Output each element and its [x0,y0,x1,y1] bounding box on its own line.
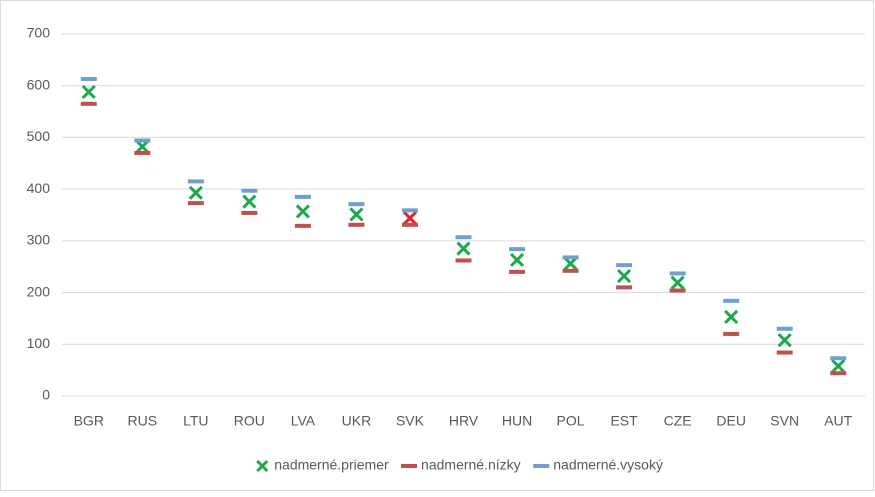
x-tick-label: AUT [824,413,852,429]
marker-dash [134,150,151,155]
marker-x [402,211,418,226]
legend-marker [401,464,418,468]
marker-x [456,241,471,256]
marker-x [509,252,525,268]
x-tick-label: HRV [449,413,479,429]
x-tick-label: LTU [183,413,208,429]
marker-x [349,207,364,222]
marker-dash [669,271,686,276]
marker-x [670,275,685,290]
marker-x [81,84,96,99]
marker-dash [562,268,579,273]
marker-dash [187,201,204,206]
marker-x [135,139,150,154]
x-tick-label: DEU [716,413,746,429]
marker-dash [830,356,847,361]
marker-dash [80,76,97,81]
marker-dash [616,263,633,268]
x-tick-label: SVK [396,413,425,429]
marker-dash [562,255,579,260]
marker-x [563,256,578,271]
marker-x [242,194,257,209]
legend-label: nadmerné.nízky [421,457,521,473]
marker-dash [187,179,204,184]
legend-label: nadmerné.vysoký [553,457,663,473]
y-tick-label: 600 [27,76,51,92]
marker-x [777,333,792,348]
x-tick-label: BGR [74,413,104,429]
legend-label: nadmerné.priemer [274,457,389,473]
x-tick-label: HUN [502,413,532,429]
y-tick-label: 400 [27,180,51,196]
y-tick-label: 200 [27,283,51,299]
marker-dash [401,222,418,227]
marker-dash [509,269,526,274]
marker-dash [348,202,365,207]
y-tick-label: 700 [27,25,51,41]
marker-dash [455,235,472,240]
marker-dash [134,138,151,143]
x-tick-label: POL [557,413,585,429]
x-tick-label: UKR [342,413,372,429]
marker-x [831,358,846,374]
marker-dash [80,101,97,106]
marker-dash [723,331,740,336]
marker-x [188,185,203,200]
marker-dash [241,210,258,215]
marker-dash [241,188,258,193]
marker-dash [401,208,418,213]
marker-dash [294,223,311,228]
legend-marker [256,459,269,473]
marker-dash [669,288,686,293]
y-tick-label: 500 [27,128,51,144]
marker-dash [616,285,633,290]
marker-dash [348,222,365,227]
marker-dash [776,350,793,355]
marker-dash [294,194,311,199]
marker-x [617,268,632,284]
marker-dash [830,371,847,376]
y-tick-label: 300 [27,232,51,248]
x-tick-label: SVN [770,413,799,429]
y-tick-label: 100 [27,335,51,351]
marker-dash [723,298,740,303]
marker-dash [776,326,793,331]
y-tick-label: 0 [42,387,50,403]
x-tick-label: LVA [291,413,316,429]
x-tick-label: EST [610,413,638,429]
marker-dash [455,258,472,263]
marker-x [295,204,310,219]
marker-x [724,309,739,324]
x-tick-label: ROU [234,413,265,429]
marker-dash [509,247,526,252]
x-tick-label: CZE [664,413,692,429]
x-tick-label: RUS [128,413,158,429]
legend-marker [533,464,550,468]
